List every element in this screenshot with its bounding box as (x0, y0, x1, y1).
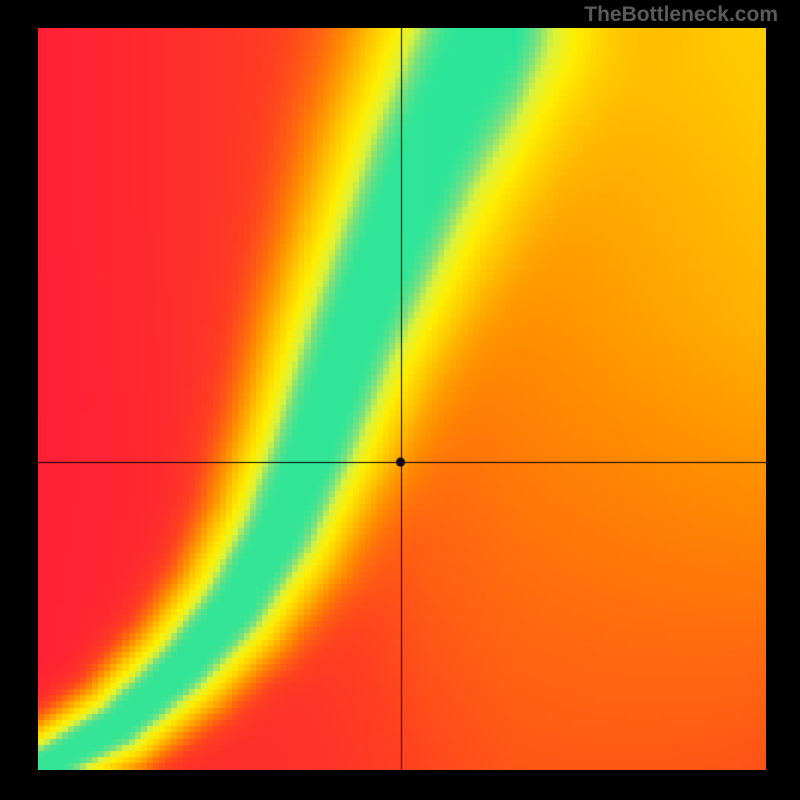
bottleneck-heatmap (38, 28, 766, 770)
chart-container: TheBottleneck.com (0, 0, 800, 800)
watermark-text: TheBottleneck.com (584, 3, 778, 27)
